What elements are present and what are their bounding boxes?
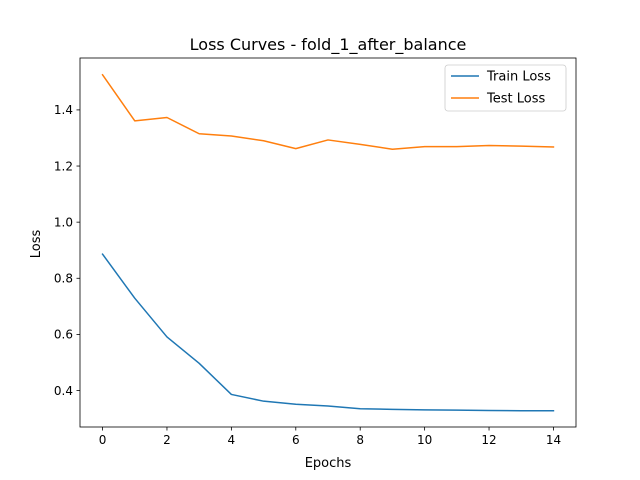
x-tick-label: 14 — [546, 433, 561, 447]
x-axis-label: Epochs — [305, 456, 352, 471]
legend-label: Test Loss — [486, 92, 545, 107]
series-line-train-loss — [101, 253, 555, 412]
x-tick-label: 6 — [292, 433, 300, 447]
y-tick-label: 0.8 — [54, 272, 73, 286]
x-tick-label: 10 — [417, 433, 432, 447]
y-tick-label: 0.6 — [54, 328, 73, 342]
y-tick-label: 1.2 — [54, 159, 73, 173]
x-tick-label: 0 — [99, 433, 107, 447]
y-axis-label: Loss — [29, 230, 44, 259]
plot-area: 0 2 4 6 8 10 12 14 0.4 0.6 0.8 1.0 1.2 1.4 — [54, 57, 577, 447]
legend: Train Loss Test Loss — [444, 64, 567, 112]
x-tick-label: 12 — [481, 433, 496, 447]
x-tick-label: 4 — [228, 433, 236, 447]
legend-label: Train Loss — [486, 70, 551, 85]
y-tick-label: 1.4 — [54, 103, 73, 117]
chart-title: Loss Curves - fold_1_after_balance — [190, 35, 467, 55]
axes-frame — [79, 57, 577, 428]
series-line-test-loss — [101, 73, 555, 150]
x-tick-label: 2 — [163, 433, 171, 447]
x-tick-label: 8 — [356, 433, 364, 447]
y-tick-label: 1.0 — [54, 215, 73, 229]
y-tick-label: 0.4 — [54, 384, 73, 398]
